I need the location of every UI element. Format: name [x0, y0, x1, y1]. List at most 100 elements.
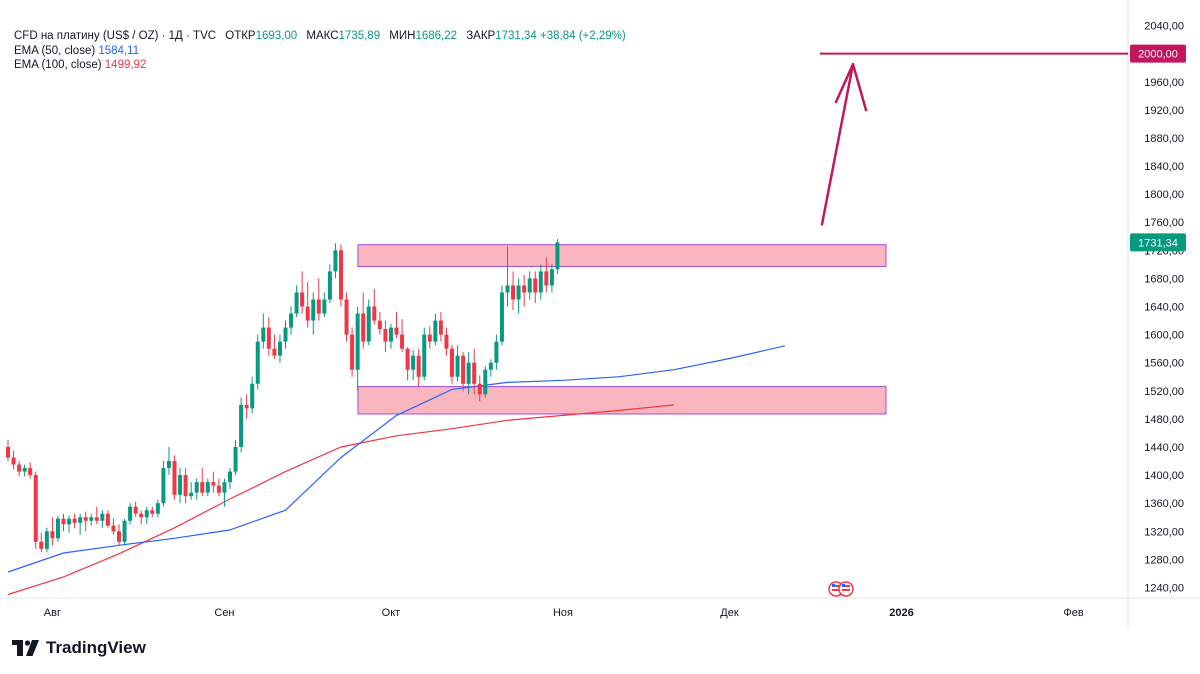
flag-stripe [832, 585, 840, 587]
candle-body [511, 285, 516, 300]
candle-body [527, 278, 532, 293]
candle-body [244, 404, 249, 409]
candle-body [549, 269, 554, 286]
candle-body [28, 468, 33, 476]
support-zone [357, 386, 887, 415]
y-tick-label: 1560,00 [1144, 358, 1184, 370]
candle-body [416, 355, 421, 377]
ema100-legend-row[interactable]: EMA (100, close) 1499,92 [14, 58, 626, 73]
candle-body [272, 348, 277, 356]
candle-body [105, 513, 110, 526]
y-tick-label: 1840,00 [1144, 161, 1184, 173]
candle-body [388, 327, 393, 342]
candle-body [189, 492, 194, 497]
candle-body [261, 327, 266, 342]
close-label: ЗАКР [466, 30, 496, 42]
candle-body [216, 485, 221, 493]
candle-body [128, 506, 133, 521]
candle-body [544, 271, 549, 286]
tradingview-logo[interactable]: TradingView [12, 638, 146, 658]
candle-body [305, 306, 310, 321]
candle-body [538, 271, 543, 293]
last-price-tag [1130, 233, 1186, 252]
target-arrow-shaft [820, 62, 855, 226]
candle-body [155, 503, 160, 514]
high-value: 1735,89 [338, 30, 381, 42]
candle-body [266, 327, 271, 349]
candle-body [55, 518, 60, 539]
candle-body [294, 292, 299, 314]
candle-body [322, 299, 327, 314]
ema50-value: 1584,11 [98, 44, 140, 57]
ema50-line [7, 345, 786, 573]
candle-body [444, 334, 449, 349]
target-arrow-head [834, 62, 868, 112]
low-label: МИН [389, 30, 416, 42]
candle-body [72, 518, 77, 523]
ema50-legend-row[interactable]: EMA (50, close) 1584,11 [14, 44, 626, 59]
candle-body [194, 482, 199, 493]
flag-canton [842, 584, 845, 587]
symbol-title[interactable]: CFD на платину (US$ / OZ) · 1Д · TVC [14, 30, 217, 42]
chart-legend: CFD на платину (US$ / OZ) · 1Д · TVC ОТК… [14, 29, 626, 73]
x-tick-label: Фев [1063, 607, 1083, 619]
candle-body [139, 513, 144, 518]
candle-body [316, 299, 321, 314]
candle-body [111, 525, 116, 532]
candle-body [461, 355, 466, 384]
candle-body [377, 320, 382, 329]
candle-body [344, 299, 349, 335]
candle-body [11, 457, 16, 465]
candle-body [67, 518, 72, 525]
candle-body [499, 292, 504, 342]
candle-body [488, 362, 493, 370]
candle-body [516, 285, 521, 300]
candle-body [427, 334, 432, 342]
ohlc-legend-row: CFD на платину (US$ / OZ) · 1Д · TVC ОТК… [14, 29, 626, 44]
y-tick-label: 1800,00 [1144, 189, 1184, 201]
candle-body [150, 510, 155, 514]
x-tick-label: Сен [214, 607, 234, 619]
ema100-value: 1499,92 [104, 59, 147, 71]
candle-body [372, 306, 377, 321]
candle-body [300, 292, 305, 307]
y-tick-label: 1880,00 [1144, 133, 1184, 145]
candle-body [144, 510, 149, 518]
candle-body [89, 517, 94, 521]
candle-body [494, 341, 499, 363]
low-value: 1686,22 [415, 30, 458, 42]
open-value: 1693,00 [255, 30, 298, 42]
last-price-label: 1731,34 [1138, 237, 1178, 249]
x-tick-label: Ноя [553, 607, 573, 619]
y-tick-label: 1520,00 [1144, 386, 1184, 398]
candle-body [33, 475, 38, 542]
candle-body [400, 334, 405, 349]
candle-body [250, 383, 255, 409]
y-tick-label: 1320,00 [1144, 526, 1184, 538]
resistance-zone [357, 244, 887, 267]
candle-body [172, 461, 177, 495]
candle-body [61, 518, 66, 525]
candle-body [555, 242, 560, 270]
candle-body [6, 446, 10, 458]
candle-body [289, 313, 294, 328]
candle-body [411, 355, 416, 370]
candle-body [283, 327, 288, 342]
candle-body [255, 341, 260, 384]
x-tick-label: Авг [44, 607, 61, 619]
candle-body [233, 446, 238, 472]
candle-body [477, 383, 482, 395]
ema100-label: EMA (100, close) [14, 59, 102, 71]
y-tick-label: 1680,00 [1144, 273, 1184, 285]
candle-body [350, 334, 355, 370]
candle-body [472, 362, 477, 384]
x-tick-label: Окт [382, 607, 401, 619]
y-tick-label: 1240,00 [1144, 582, 1184, 594]
y-tick-label: 1640,00 [1144, 302, 1184, 314]
change-value: +38,84 (+2,29%) [540, 30, 626, 42]
candle-body [355, 313, 360, 370]
candle-body [239, 404, 244, 447]
x-tick-label: 2026 [889, 607, 913, 619]
ema100-line [7, 404, 675, 596]
